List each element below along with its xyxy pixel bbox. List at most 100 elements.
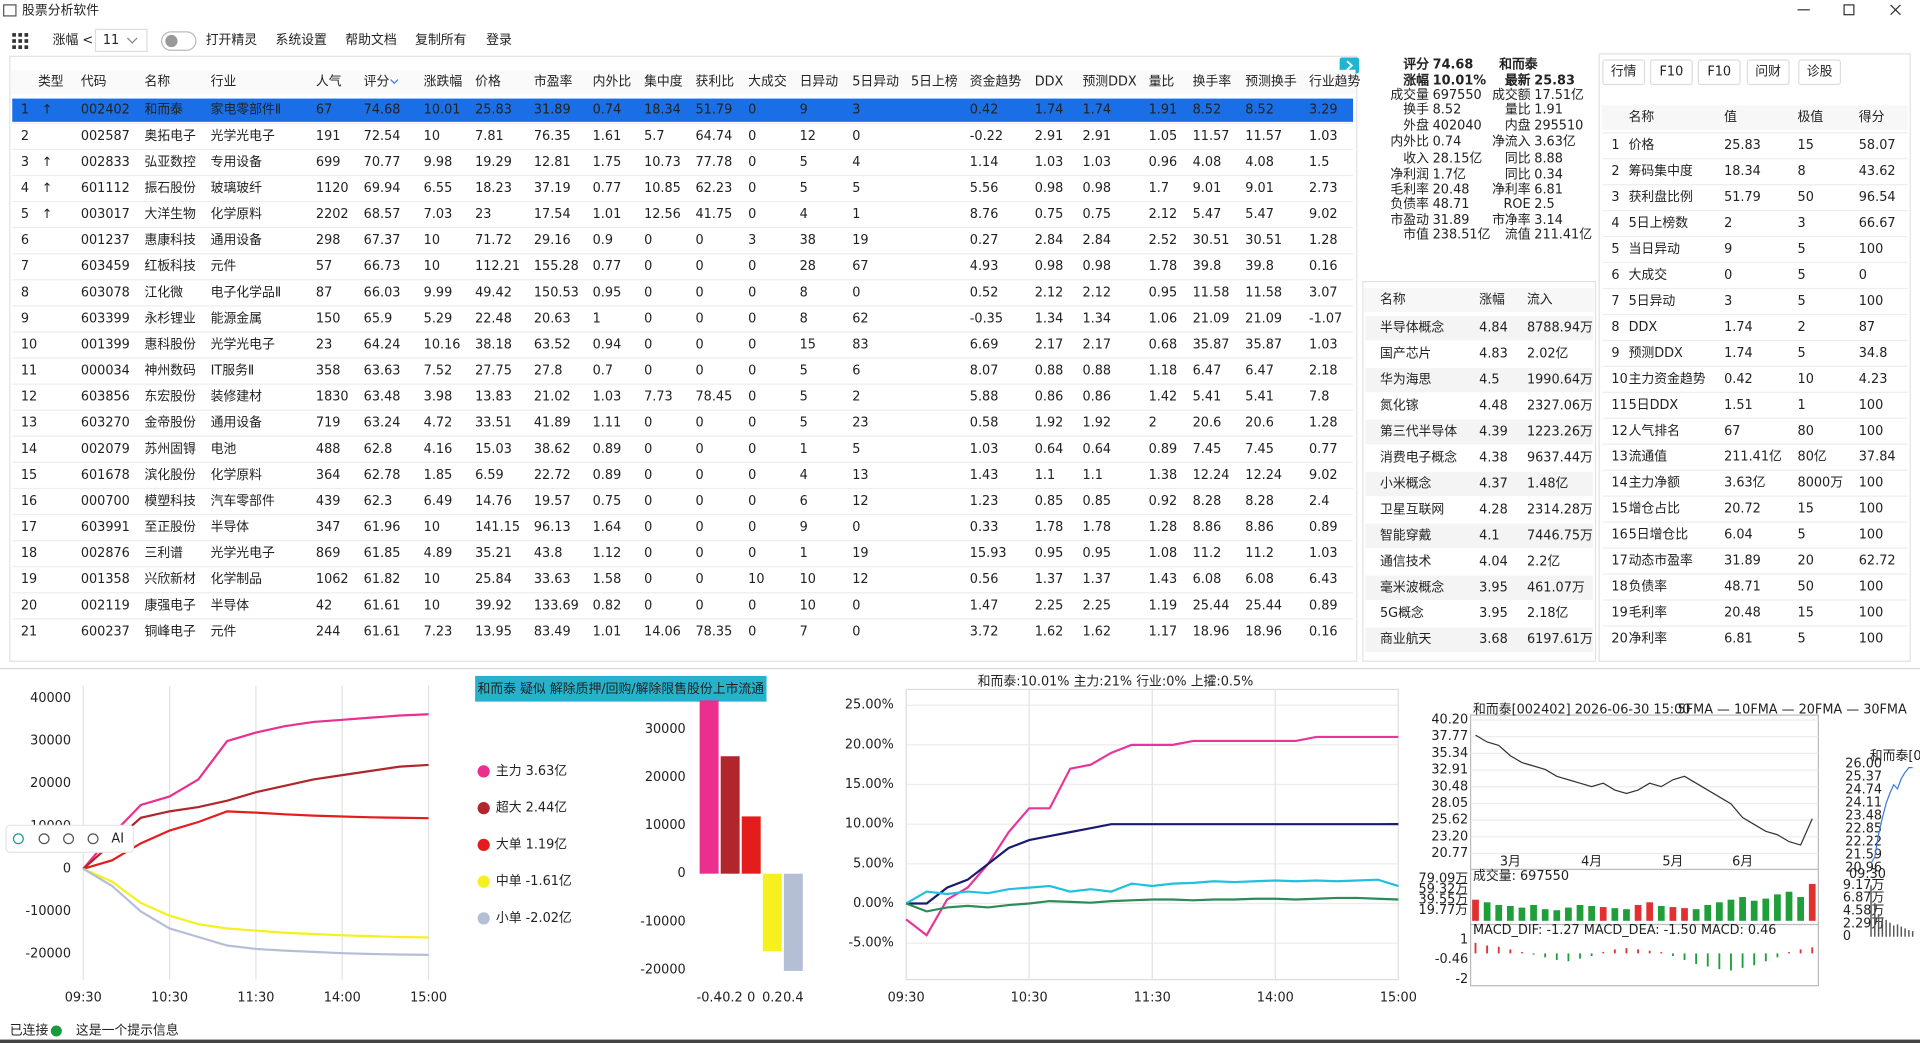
table-cell: 4.93	[970, 259, 999, 274]
table-cell[interactable]: 商业航天	[1380, 631, 1432, 647]
table-cell: 000034	[81, 364, 130, 379]
tool-icon[interactable]	[87, 833, 99, 845]
tab-label[interactable]: F10	[1660, 65, 1684, 80]
column-header[interactable]: DDX	[1035, 75, 1064, 90]
table-cell: 002402	[81, 103, 130, 118]
table-cell: 15	[21, 468, 37, 483]
column-header[interactable]: 5日异动	[852, 75, 899, 90]
table-cell: 7.8	[1309, 390, 1329, 405]
column-header[interactable]: 预测换手	[1245, 75, 1297, 90]
tool-icon[interactable]	[38, 833, 50, 845]
table-cell: 21	[21, 624, 37, 639]
tab-button[interactable]	[1697, 59, 1741, 86]
tab-button[interactable]	[1650, 59, 1693, 86]
tab-label[interactable]: 行情	[1611, 65, 1637, 80]
column-header[interactable]: 人气	[316, 74, 342, 90]
table-cell: 9	[1611, 346, 1619, 361]
column-header[interactable]: 日异动	[800, 75, 839, 90]
table-cell[interactable]: 智能穿戴	[1380, 527, 1432, 543]
column-header[interactable]: 市盈率	[534, 74, 573, 90]
table-cell[interactable]: 氮化镓	[1380, 399, 1419, 414]
filter-dropdown[interactable]	[94, 28, 148, 53]
column-header[interactable]: 内外比	[593, 74, 632, 90]
table-cell: 3	[1611, 190, 1619, 205]
maximize-button[interactable]	[1843, 4, 1855, 16]
column-header[interactable]: 代码	[81, 75, 107, 90]
table-cell: 0.86	[1082, 390, 1111, 405]
table-cell: 9	[1724, 242, 1732, 257]
table-cell[interactable]: 毫米波概念	[1380, 579, 1444, 595]
column-header[interactable]: 名称	[144, 74, 170, 90]
column-header[interactable]: 资金趋势	[970, 74, 1022, 90]
table-cell[interactable]: 半导体概念	[1380, 320, 1444, 336]
table-cell: 23	[316, 337, 332, 352]
y-tick-label: -0.46	[1435, 952, 1468, 967]
info-label: 市值	[1403, 227, 1429, 243]
table-cell: 358	[316, 364, 341, 379]
tab-button[interactable]	[1602, 59, 1646, 86]
table-cell: 0	[748, 598, 756, 613]
table-cell: 1.05	[1149, 129, 1178, 144]
table-cell: 1.64	[593, 520, 622, 535]
table-cell[interactable]: 消费电子概念	[1380, 449, 1457, 465]
column-header[interactable]: 量比	[1149, 75, 1175, 90]
column-header[interactable]: 获利比	[696, 75, 735, 90]
column-header[interactable]: 评分	[364, 75, 390, 90]
table-cell: 5日DDX	[1629, 398, 1679, 413]
column-header[interactable]: 行业趋势	[1309, 74, 1361, 90]
table-cell: 10	[424, 233, 440, 248]
column-header[interactable]: 涨跌幅	[424, 74, 463, 90]
y-tick-label: 30000	[30, 734, 71, 749]
volume-bar	[1681, 908, 1688, 921]
tool-icon[interactable]	[63, 833, 75, 845]
column-header[interactable]: 5日上榜	[911, 74, 958, 90]
x-tick-label: 14:00	[1257, 990, 1294, 1005]
ai-button[interactable]: AI	[111, 831, 124, 846]
table-cell: 12	[852, 572, 868, 587]
tool-icon[interactable]	[12, 833, 24, 845]
tab-label[interactable]: F10	[1707, 65, 1731, 80]
column-header[interactable]: 预测DDX	[1082, 75, 1136, 90]
table-cell: IT服务Ⅱ	[211, 363, 255, 379]
table-cell[interactable]: 5G概念	[1380, 605, 1424, 621]
table-cell: 18.34	[1724, 164, 1761, 179]
column-header[interactable]: 换手率	[1193, 74, 1232, 90]
table-cell: 3	[21, 155, 29, 170]
close-button[interactable]	[1890, 4, 1901, 16]
toolbar-button[interactable]: 登录	[486, 33, 512, 48]
table-cell: 0	[748, 155, 756, 170]
toolbar-button[interactable]: 打开精灵	[206, 33, 258, 48]
table-cell: 603459	[81, 259, 130, 274]
table-cell: 2.91	[1082, 129, 1111, 144]
tab-label[interactable]: 诊股	[1807, 65, 1833, 80]
table-cell: 10	[800, 598, 816, 613]
expand-button[interactable]	[1339, 57, 1360, 74]
table-cell: 27.75	[475, 364, 512, 379]
table-cell: 15	[1798, 138, 1814, 153]
toolbar-button[interactable]: 帮助文档	[345, 33, 396, 48]
column-header[interactable]: 集中度	[644, 74, 683, 90]
column-header[interactable]: 类型	[38, 75, 64, 90]
tab-button[interactable]	[1798, 59, 1842, 86]
tab-label[interactable]: 问财	[1755, 65, 1781, 80]
table-cell: 603399	[81, 311, 130, 326]
column-header[interactable]: 价格	[475, 74, 501, 90]
toolbar-button[interactable]: 系统设置	[276, 33, 328, 48]
menu-icon[interactable]	[12, 33, 29, 49]
tab-button[interactable]	[1746, 59, 1790, 86]
table-cell: 6.47	[1245, 364, 1274, 379]
column-header[interactable]: 大成交	[748, 74, 787, 90]
table-cell: 25.44	[1245, 598, 1282, 613]
table-cell: 0	[748, 311, 756, 326]
column-header[interactable]: 行业	[211, 75, 237, 90]
table-cell[interactable]: 华为海思	[1380, 373, 1432, 388]
table-cell: 0.68	[1149, 337, 1178, 352]
toolbar-button[interactable]: 复制所有	[415, 33, 467, 48]
table-cell[interactable]: 卫星互联网	[1380, 502, 1444, 517]
table-cell[interactable]: 国产芯片	[1380, 347, 1431, 362]
info-value: 31.89	[1433, 213, 1470, 228]
table-cell[interactable]: 小米概念	[1380, 475, 1432, 491]
table-cell[interactable]: 通信技术	[1380, 554, 1432, 569]
table-cell[interactable]: 第三代半导体	[1380, 425, 1457, 440]
table-cell: 15	[1798, 605, 1814, 620]
